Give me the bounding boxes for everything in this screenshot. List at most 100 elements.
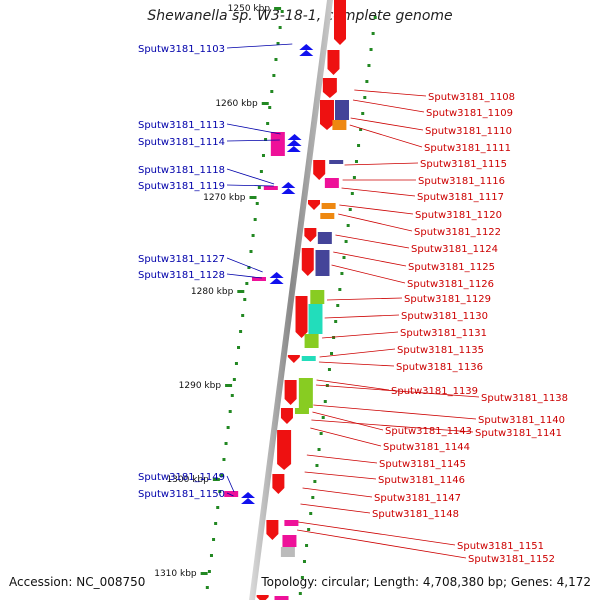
connector-line bbox=[226, 43, 293, 49]
connector-line bbox=[316, 379, 390, 391]
connector-line bbox=[335, 234, 410, 249]
tick-dot bbox=[253, 218, 257, 221]
connector-line bbox=[322, 331, 399, 339]
tick-dot bbox=[319, 432, 323, 435]
connector-line bbox=[331, 264, 406, 284]
gene-label-right[interactable]: Sputw3181_1146 bbox=[378, 475, 465, 486]
gene-label-right[interactable]: Sputw3181_1125 bbox=[408, 262, 495, 273]
tick-dot bbox=[249, 250, 253, 253]
gene-label-right[interactable]: Sputw3181_1151 bbox=[457, 541, 544, 552]
kbp-label: 1290 kbp bbox=[179, 381, 222, 391]
gene-label-right[interactable]: Sputw3181_1111 bbox=[424, 143, 511, 154]
gene-label-right[interactable]: Sputw3181_1138 bbox=[481, 393, 568, 404]
gene-label-right[interactable]: Sputw3181_1117 bbox=[417, 192, 504, 203]
reverse-gene-arrow bbox=[281, 188, 296, 194]
tick-dot bbox=[302, 560, 306, 563]
gene-label-right[interactable]: Sputw3181_1147 bbox=[374, 493, 461, 504]
gene-label-left[interactable]: Sputw3181_1149 bbox=[138, 472, 225, 483]
tick-dot bbox=[365, 80, 369, 83]
gene-label-right[interactable]: Sputw3181_1130 bbox=[401, 311, 488, 322]
gene-label-right[interactable]: Sputw3181_1109 bbox=[426, 108, 513, 119]
tick-dot bbox=[309, 512, 313, 515]
gene-label-right[interactable]: Sputw3181_1148 bbox=[372, 509, 459, 520]
tick-dot bbox=[327, 368, 331, 371]
reverse-gene-arrow bbox=[299, 44, 314, 50]
gene-label-right[interactable]: Sputw3181_1136 bbox=[396, 362, 483, 373]
connector-line bbox=[311, 419, 474, 433]
tick-dot bbox=[216, 506, 220, 509]
gene-label-left[interactable]: Sputw3181_1119 bbox=[138, 181, 225, 192]
connector-line bbox=[226, 123, 281, 135]
connector-line bbox=[226, 139, 280, 142]
tick-dot bbox=[207, 570, 211, 573]
connector-line bbox=[226, 475, 235, 493]
gene-box bbox=[270, 132, 285, 156]
gene-label-left[interactable]: Sputw3181_1114 bbox=[138, 137, 225, 148]
kbp-tick bbox=[200, 572, 208, 575]
gene-label-right[interactable]: Sputw3181_1141 bbox=[475, 428, 562, 439]
gene-label-right[interactable]: Sputw3181_1108 bbox=[428, 92, 515, 103]
gene-label-left[interactable]: Sputw3181_1103 bbox=[138, 44, 225, 55]
tick-dot bbox=[321, 416, 325, 419]
connector-line bbox=[326, 297, 403, 301]
reverse-gene-arrow bbox=[241, 498, 256, 504]
left-gene-labels: Sputw3181_1103 Sputw3181_1113 Sputw3181_11… bbox=[138, 43, 293, 500]
tick-dot bbox=[218, 490, 222, 493]
gene-label-right[interactable]: Sputw3181_1145 bbox=[379, 459, 466, 470]
connector-line bbox=[344, 162, 419, 166]
kbp-tick bbox=[249, 196, 257, 199]
reverse-gene-arrow bbox=[287, 134, 302, 140]
connector-line bbox=[300, 503, 371, 514]
kbp-label: 1310 kbp bbox=[154, 569, 197, 579]
reverse-gene-arrow bbox=[286, 146, 301, 152]
gene-label-right[interactable]: Sputw3181_1116 bbox=[418, 176, 505, 187]
tick-dot bbox=[234, 362, 238, 365]
gene-label-right[interactable]: Sputw3181_1122 bbox=[414, 227, 501, 238]
tick-dot bbox=[357, 144, 361, 147]
gene-label-right[interactable]: Sputw3181_1126 bbox=[407, 279, 494, 290]
gene-label-right[interactable]: Sputw3181_1115 bbox=[420, 159, 507, 170]
gene-label-right[interactable]: Sputw3181_1152 bbox=[468, 554, 555, 565]
gene-label-right[interactable]: Sputw3181_1143 bbox=[385, 426, 472, 437]
tick-dot bbox=[354, 160, 358, 163]
gene-label-right[interactable]: Sputw3181_1120 bbox=[415, 210, 502, 221]
tick-dot bbox=[228, 410, 232, 413]
page-title: Shewanella sp. W3-18-1, complete genome bbox=[147, 8, 453, 24]
tick-dot bbox=[346, 224, 350, 227]
gene-label-left[interactable]: Sputw3181_1150 bbox=[138, 489, 225, 500]
gene-label-right[interactable]: Sputw3181_1140 bbox=[478, 415, 565, 426]
gene-label-left[interactable]: Sputw3181_1118 bbox=[138, 165, 225, 176]
tick-dot bbox=[261, 154, 265, 157]
gene-label-left[interactable]: Sputw3181_1128 bbox=[138, 270, 225, 281]
gene-label-left[interactable]: Sputw3181_1127 bbox=[138, 254, 225, 265]
tick-dot bbox=[243, 298, 247, 301]
gene-label-left[interactable]: Sputw3181_1113 bbox=[138, 120, 225, 131]
kbp-label: 1300 kbp bbox=[166, 475, 209, 485]
tick-dot bbox=[209, 554, 213, 557]
feature-layer bbox=[224, 0, 349, 600]
forward-gene-arrow bbox=[313, 160, 326, 180]
gene-label-right[interactable]: Sputw3181_1124 bbox=[411, 244, 498, 255]
gene-label-right[interactable]: Sputw3181_1110 bbox=[425, 126, 512, 137]
tick-dot bbox=[315, 464, 319, 467]
connector-line bbox=[302, 487, 373, 498]
connector-line bbox=[313, 404, 477, 420]
tick-dot bbox=[311, 496, 315, 499]
tick-dot bbox=[268, 106, 272, 109]
connector-line bbox=[298, 521, 456, 546]
gene-box bbox=[224, 491, 239, 497]
connector-line bbox=[297, 529, 467, 559]
kbp-label: 1280 kbp bbox=[191, 287, 234, 297]
gene-label-right[interactable]: Sputw3181_1129 bbox=[404, 294, 491, 305]
tick-dot bbox=[340, 272, 344, 275]
gene-label-right[interactable]: Sputw3181_1144 bbox=[383, 442, 470, 453]
forward-gene-arrow bbox=[280, 408, 293, 424]
connector-line bbox=[226, 184, 274, 187]
gene-label-right[interactable]: Sputw3181_1135 bbox=[397, 345, 484, 356]
tick-dot bbox=[373, 16, 377, 19]
gene-label-right[interactable]: Sputw3181_1139 bbox=[391, 386, 478, 397]
tick-dot bbox=[247, 266, 251, 269]
forward-gene-arrow bbox=[308, 200, 320, 210]
gene-label-right[interactable]: Sputw3181_1131 bbox=[400, 328, 487, 339]
